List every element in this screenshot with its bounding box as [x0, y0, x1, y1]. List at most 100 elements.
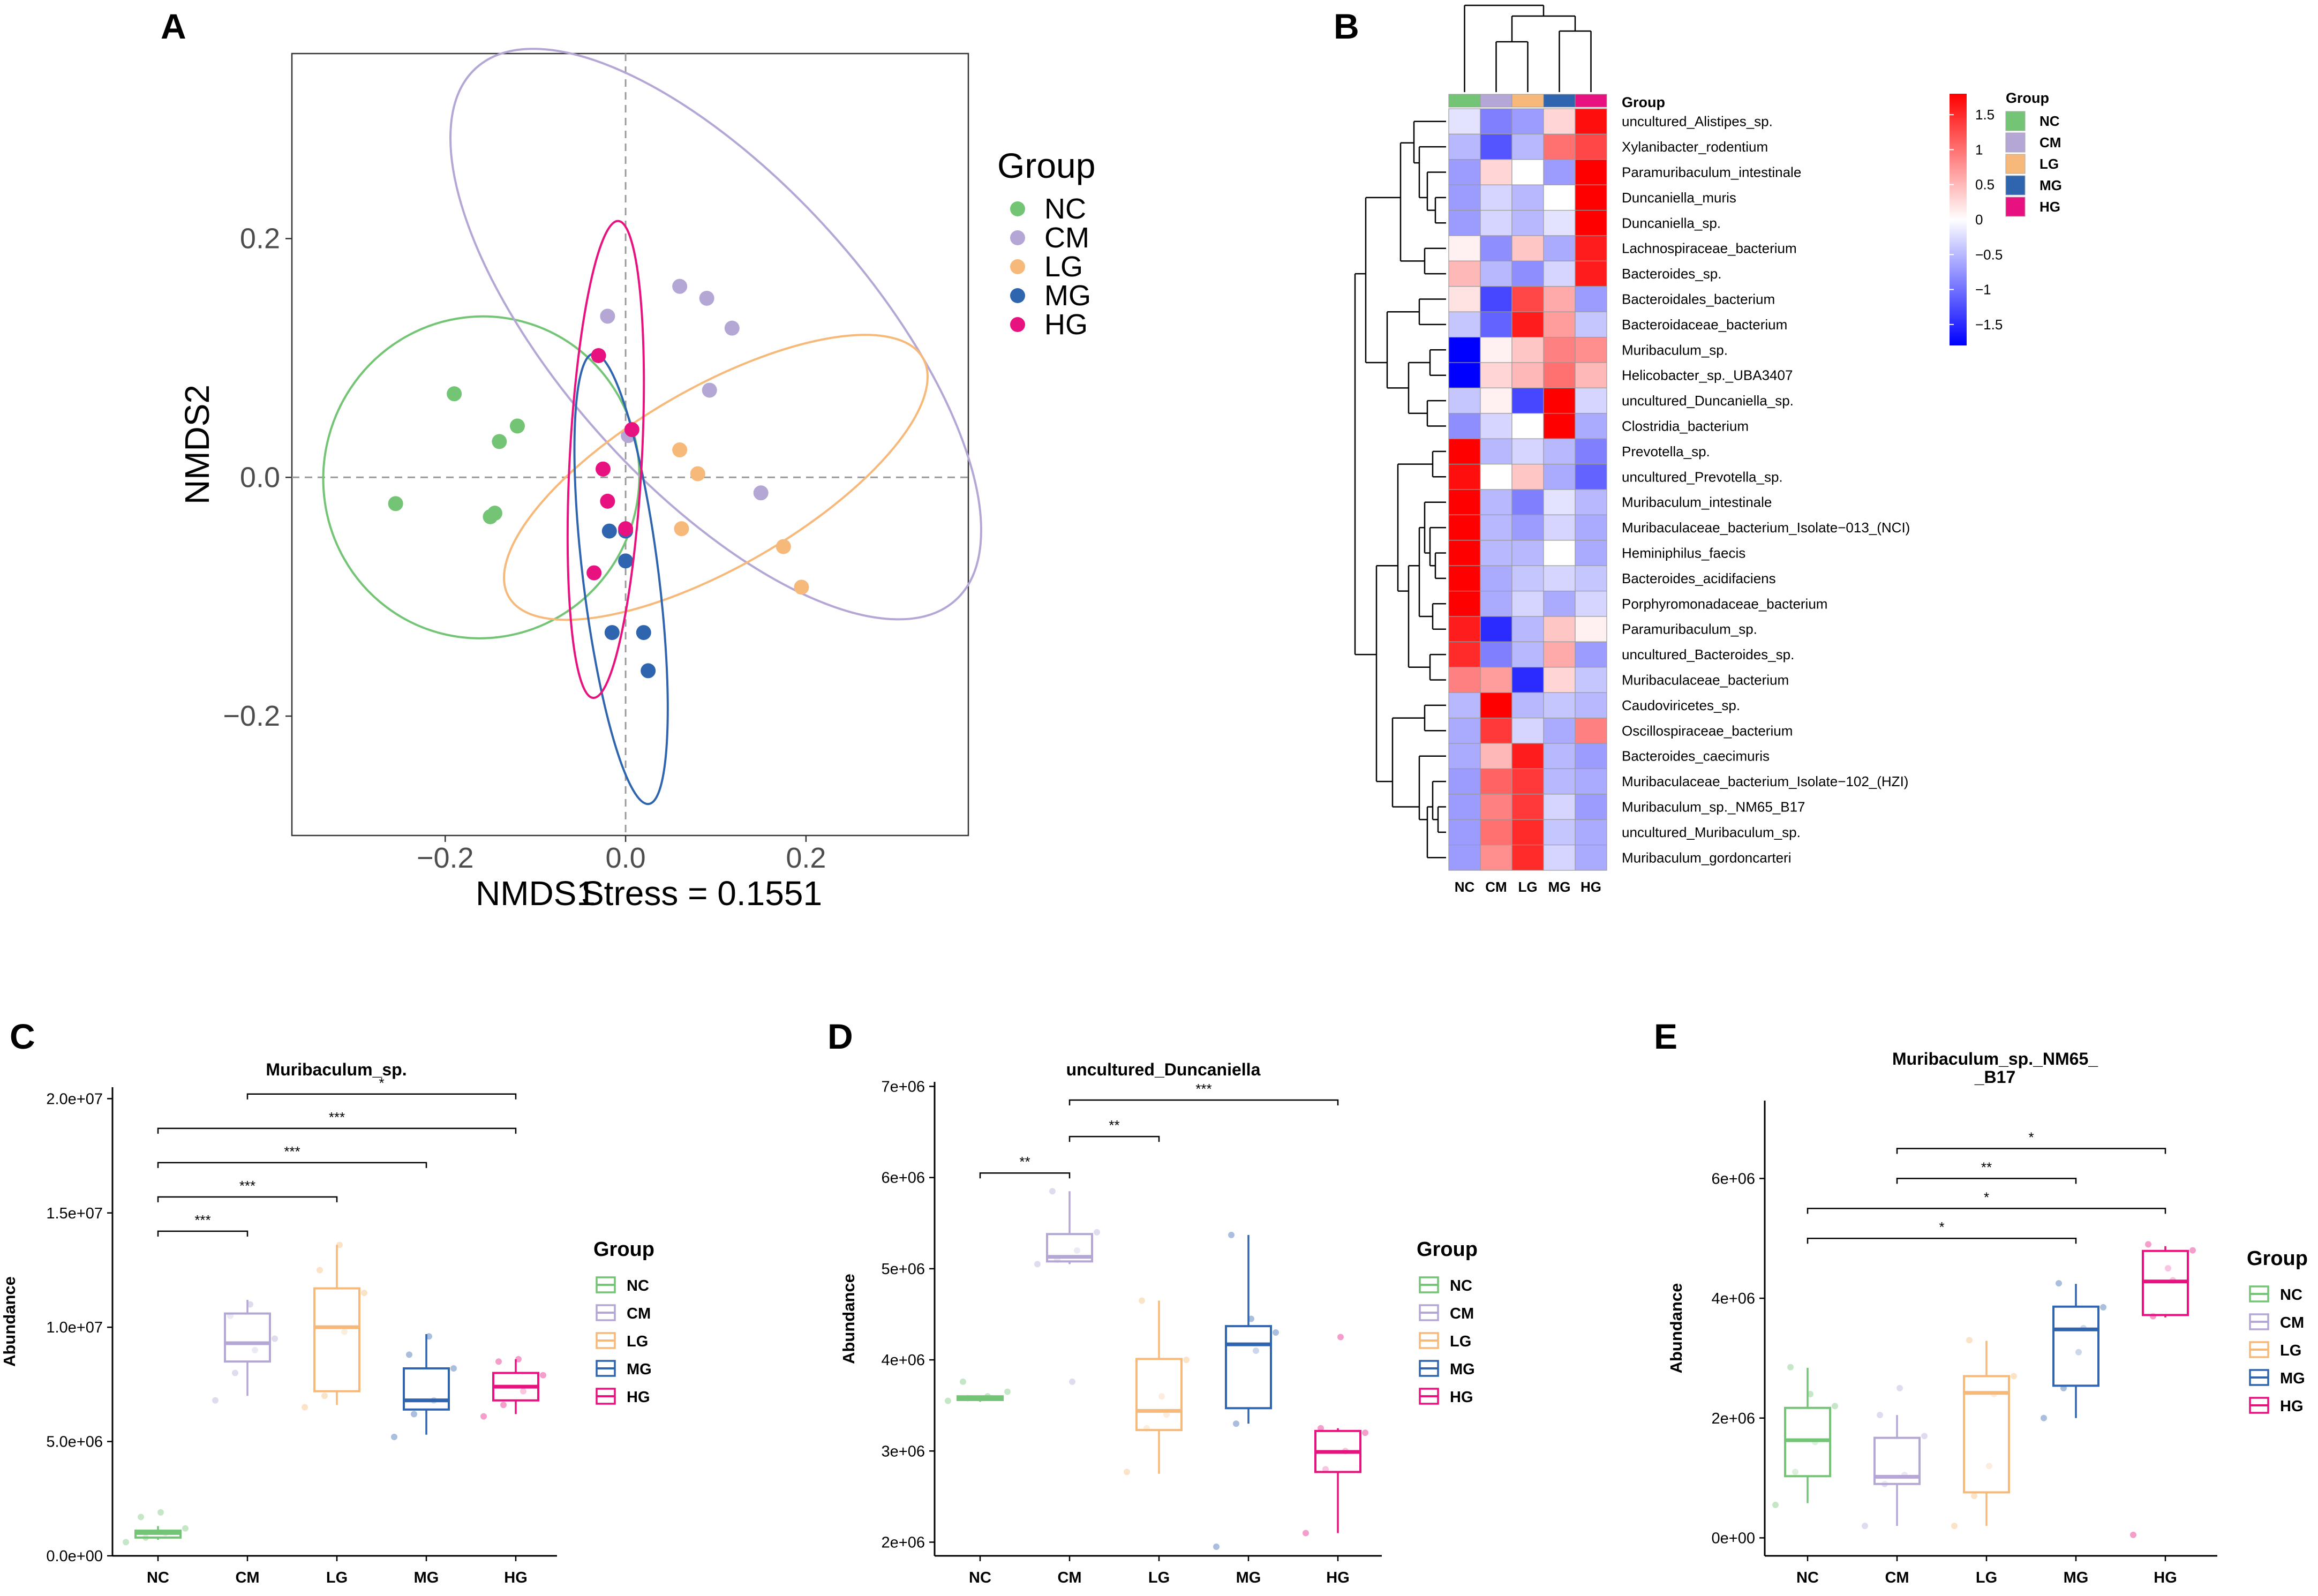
- row-label: Bacteroides_caecimuris: [1622, 748, 1770, 764]
- heatmap-cell: [1448, 387, 1481, 414]
- data-point-lg: [1124, 1469, 1130, 1475]
- heatmap-cell: [1575, 590, 1607, 617]
- data-point-hg: [2189, 1247, 2196, 1254]
- y-tick-label: 3e+06: [882, 1443, 925, 1460]
- data-point-lg: [1971, 1493, 1977, 1500]
- row-label: Caudoviricetes_sp.: [1622, 697, 1740, 713]
- row-label: uncultured_Prevotella_sp.: [1622, 469, 1783, 485]
- significance-bracket: [157, 1230, 249, 1237]
- point-lg: [794, 579, 809, 595]
- point-lg: [672, 442, 688, 458]
- legend-title: Group: [2247, 1247, 2308, 1270]
- significance-label: *: [1984, 1189, 1989, 1205]
- heatmap-cell: [1543, 184, 1576, 211]
- legend-label-mg: MG: [627, 1361, 652, 1378]
- heatmap-cell: [1511, 133, 1544, 160]
- data-point-cm: [1896, 1384, 1903, 1391]
- legend-label-nc: NC: [2280, 1286, 2302, 1304]
- heatmap-cell: [1575, 210, 1607, 236]
- group-legend-key-cm: [2005, 132, 2026, 153]
- heatmap-cell: [1575, 743, 1607, 770]
- point-cm: [724, 320, 740, 336]
- heatmap-cell: [1543, 260, 1576, 287]
- heatmap-cell: [1448, 641, 1481, 668]
- scale-tick-label: 0.5: [1975, 177, 1995, 193]
- heatmap-cell: [1448, 413, 1481, 439]
- data-point-mg: [1228, 1231, 1235, 1238]
- data-point-mg: [1248, 1315, 1254, 1322]
- heatmap-cell: [1511, 768, 1544, 795]
- heatmap-cell: [1480, 565, 1512, 592]
- data-point-lg: [302, 1404, 308, 1411]
- y-tick-label: 0.0: [240, 461, 280, 493]
- heatmap-cell: [1511, 235, 1544, 262]
- data-point-mg: [2056, 1280, 2062, 1287]
- x-tick-label: 0.2: [786, 842, 826, 874]
- significance-bracket: [157, 1162, 427, 1168]
- heatmap-cell: [1543, 641, 1576, 668]
- annotation-cell-mg: [1543, 94, 1576, 108]
- scale-tick-label: 0: [1975, 212, 1983, 228]
- data-point-mg: [1213, 1543, 1220, 1550]
- heatmap-cell: [1543, 616, 1576, 643]
- heatmap-cell: [1480, 311, 1512, 338]
- heatmap-cell: [1480, 692, 1512, 719]
- heatmap-cell: [1480, 210, 1512, 236]
- point-nc: [487, 506, 502, 521]
- heatmap-cell: [1448, 768, 1481, 795]
- heatmap-cell: [1480, 616, 1512, 643]
- legend-title: Group: [1417, 1238, 1478, 1261]
- y-tick-label: 1.5e+07: [46, 1205, 103, 1222]
- x-axis-label: NMDS1: [476, 874, 596, 913]
- heatmap-cell: [1480, 413, 1512, 439]
- point-lg: [776, 539, 791, 554]
- y-tick-label: 2.0e+07: [46, 1090, 103, 1108]
- significance-bracket: [1068, 1099, 1339, 1106]
- heatmap-cell: [1511, 692, 1544, 719]
- row-label: Paramuribaculum_intestinale: [1622, 164, 1801, 180]
- data-point-hg: [520, 1388, 526, 1395]
- heatmap-cell: [1543, 489, 1576, 516]
- group-legend-key-mg: [2005, 175, 2026, 195]
- legend-label-lg: LG: [627, 1333, 648, 1350]
- heatmap-cell: [1480, 286, 1512, 312]
- y-tick-label: 7e+06: [882, 1079, 925, 1096]
- heatmap-cell: [1480, 489, 1512, 516]
- heatmap-cell: [1575, 489, 1607, 516]
- panel-label-b: B: [1334, 6, 1359, 46]
- y-tick-label: 2e+06: [882, 1534, 925, 1551]
- heatmap-cell: [1575, 235, 1607, 262]
- group-legend-title: Group: [2006, 90, 2049, 106]
- significance-label: **: [1019, 1154, 1030, 1170]
- legend-label-cm: CM: [1450, 1305, 1474, 1322]
- legend-key-lg: [1010, 259, 1025, 274]
- heatmap-cell: [1448, 794, 1481, 820]
- row-label: Duncaniella_muris: [1622, 190, 1736, 206]
- heatmap-cell: [1511, 819, 1544, 846]
- heatmap-cell: [1480, 387, 1512, 414]
- heatmap-cell: [1543, 463, 1576, 490]
- chart-title: Muribaculum_sp.: [266, 1060, 407, 1079]
- heatmap-cell: [1575, 463, 1607, 490]
- data-point-lg: [1986, 1463, 1992, 1470]
- data-point-mg: [2041, 1414, 2047, 1421]
- data-point-nc: [182, 1525, 189, 1532]
- panel-label-d: D: [827, 1017, 853, 1056]
- heatmap-cell: [1448, 286, 1481, 312]
- x-tick-label-lg: LG: [1148, 1569, 1170, 1586]
- heatmap-cell: [1543, 514, 1576, 541]
- heatmap-cell: [1511, 108, 1544, 135]
- data-point-hg: [2165, 1265, 2171, 1272]
- heatmap-cell: [1575, 692, 1607, 719]
- legend-label-cm: CM: [627, 1305, 651, 1322]
- group-legend-label-hg: HG: [2039, 199, 2060, 215]
- data-point-nc: [157, 1509, 164, 1516]
- box-mg: [403, 1367, 450, 1411]
- heatmap-cell: [1511, 438, 1544, 465]
- y-tick-label: 5.0e+06: [46, 1434, 103, 1451]
- y-tick-label: 1.0e+07: [46, 1319, 103, 1336]
- heatmap-cell: [1543, 794, 1576, 820]
- heatmap-cell: [1575, 717, 1607, 744]
- point-lg: [690, 466, 705, 481]
